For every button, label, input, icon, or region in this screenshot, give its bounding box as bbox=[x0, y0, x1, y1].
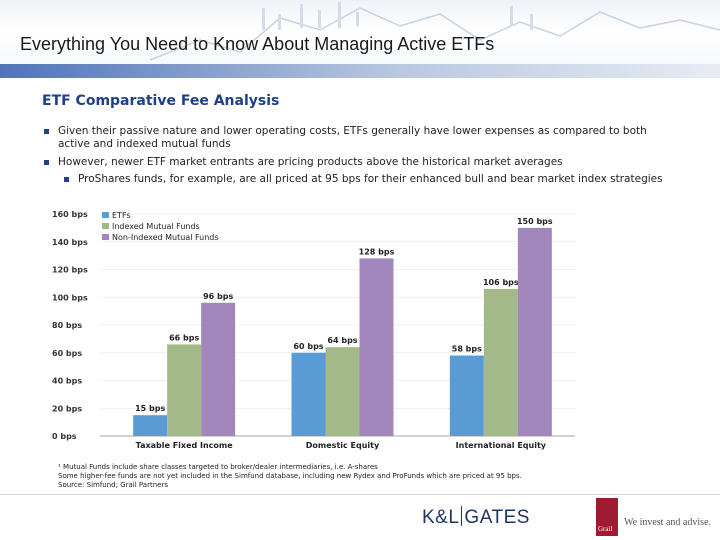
legend-label: Non-Indexed Mutual Funds bbox=[112, 233, 219, 242]
y-tick-label: 120 bps bbox=[52, 266, 88, 275]
data-label: 150 bps bbox=[517, 217, 553, 226]
legend-swatch bbox=[102, 223, 109, 229]
bullet-text: However, newer ETF market entrants are p… bbox=[58, 156, 563, 168]
data-label: 15 bps bbox=[135, 404, 165, 413]
bar-indexed-mutual-funds-1 bbox=[167, 344, 202, 436]
bar-etfs-2 bbox=[291, 352, 326, 436]
sub-bullet-item: ProShares funds, for example, are all pr… bbox=[64, 173, 678, 186]
bullet-marker bbox=[44, 129, 49, 134]
category-label: Taxable Fixed Income bbox=[136, 441, 234, 450]
data-label: 106 bps bbox=[483, 278, 519, 287]
y-tick-label: 40 bps bbox=[52, 377, 82, 386]
klgates-logo: K&L GATES bbox=[422, 506, 562, 530]
legend-label: Indexed Mutual Funds bbox=[112, 222, 200, 231]
legend-swatch bbox=[102, 212, 109, 218]
bar-indexed-mutual-funds-2 bbox=[325, 347, 360, 436]
y-tick-label: 100 bps bbox=[52, 293, 88, 302]
bar-etfs-1 bbox=[133, 415, 168, 436]
grail-logo: Grail bbox=[596, 498, 618, 536]
bullet-item: Given their passive nature and lower ope… bbox=[44, 125, 668, 151]
legend-label: ETFs bbox=[112, 211, 131, 220]
y-tick-label: 60 bps bbox=[52, 349, 82, 358]
footnote: ¹ Mutual Funds include share classes tar… bbox=[58, 463, 378, 471]
grail-logo-text: Grail bbox=[598, 525, 613, 533]
source-note: Source: Simfund; Grail Partners bbox=[58, 481, 168, 489]
footer-divider bbox=[0, 494, 720, 495]
bullet-item: However, newer ETF market entrants are p… bbox=[44, 156, 678, 169]
data-label: 96 bps bbox=[203, 292, 233, 301]
data-label: 58 bps bbox=[452, 345, 482, 354]
category-label: International Equity bbox=[456, 441, 547, 450]
data-label: 66 bps bbox=[169, 333, 199, 342]
klgates-logo-left: K&L bbox=[422, 507, 460, 528]
stock-chart-background-graphic bbox=[149, 2, 720, 61]
page-title: Everything You Need to Know About Managi… bbox=[20, 34, 495, 54]
section-title: ETF Comparative Fee Analysis bbox=[42, 93, 280, 109]
legend-swatch bbox=[102, 234, 109, 240]
bar-indexed-mutual-funds-3 bbox=[483, 288, 518, 436]
klgates-logo-right: GATES bbox=[464, 507, 530, 528]
bar-non-indexed-mutual-funds-1 bbox=[201, 302, 236, 436]
bullet-marker bbox=[44, 160, 49, 165]
bullet-text: Given their passive nature and lower ope… bbox=[58, 125, 647, 150]
footnote: Some higher-fee funds are not yet includ… bbox=[58, 472, 522, 480]
fee-bar-chart: 0 bps 20 bps 40 bps 60 bps 80 bps 100 bps 120 … bbox=[52, 210, 575, 450]
header-banner: Everything You Need to Know About Managi… bbox=[0, 0, 720, 78]
bar-non-indexed-mutual-funds-3 bbox=[517, 227, 552, 436]
y-tick-label: 140 bps bbox=[52, 238, 88, 247]
title-underline-bar bbox=[0, 64, 720, 78]
bullet-marker bbox=[64, 177, 69, 182]
y-tick-label: 160 bps bbox=[52, 210, 88, 219]
data-label: 128 bps bbox=[359, 247, 395, 256]
y-tick-label: 80 bps bbox=[52, 321, 82, 330]
data-label: 64 bps bbox=[327, 336, 357, 345]
category-label: Domestic Equity bbox=[306, 441, 380, 450]
y-tick-label: 0 bps bbox=[52, 432, 77, 441]
bar-etfs-3 bbox=[449, 355, 484, 436]
bar-non-indexed-mutual-funds-2 bbox=[359, 258, 394, 436]
y-tick-label: 20 bps bbox=[52, 404, 82, 413]
grail-tagline: We invest and advise. bbox=[624, 517, 711, 528]
bullet-text: ProShares funds, for example, are all pr… bbox=[78, 173, 663, 185]
data-label: 60 bps bbox=[293, 342, 323, 351]
